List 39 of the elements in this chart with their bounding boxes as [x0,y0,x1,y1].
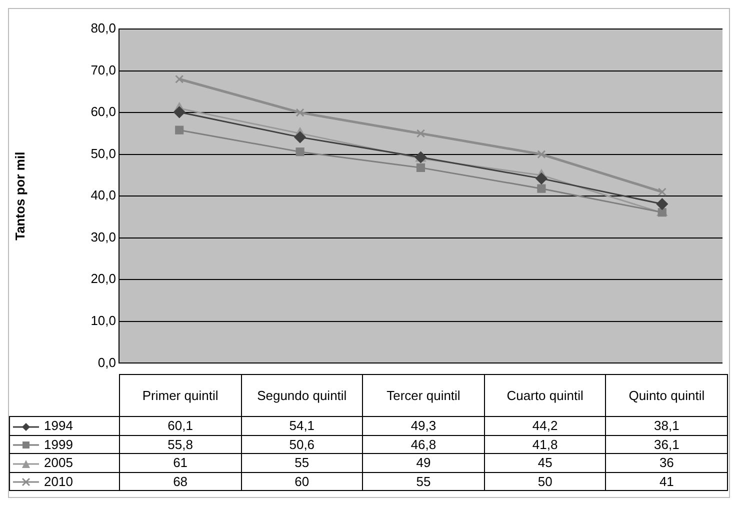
y-axis-title: Tantos por mil [12,152,28,240]
data-label: 49,3 [362,416,484,436]
legend-label: 2010 [44,474,73,489]
y-tick-label: 70,0 [90,62,116,78]
data-label: 54,1 [241,416,363,436]
y-tick-label: 40,0 [90,188,116,203]
x-tick-label: Cuarto quintil [484,374,606,416]
data-label: 38,1 [606,416,728,436]
y-tick-label: 0,0 [98,354,116,370]
data-label: 60 [241,472,363,491]
data-label: 46,8 [362,435,484,454]
data-label: 68 [120,472,242,491]
data-label: 55 [362,472,484,491]
data-label: 61 [120,454,242,472]
y-tick-label: 20,0 [90,271,116,286]
x-tick-label: Primer quintil [120,374,242,416]
data-label: 45 [484,454,606,472]
data-label: 41,8 [484,435,606,454]
y-tick-label: 30,0 [90,229,116,244]
y-tick-label: 50,0 [90,146,116,161]
data-label: 55 [241,454,363,472]
data-label: 36 [606,454,728,472]
y-tick-label: 10,0 [90,313,116,328]
y-tick-label: 80,0 [90,20,116,36]
data-label: 49 [362,454,484,472]
data-label: 50,6 [241,435,363,454]
data-label: 41 [606,472,728,491]
y-tick-label: 60,0 [90,104,116,120]
legend-label: 1994 [44,418,73,433]
x-tick-label: Segundo quintil [241,374,363,416]
data-label: 50 [484,472,606,491]
legend-label: 1999 [44,436,73,452]
x-tick-label: Quinto quintil [606,374,728,416]
data-label: 36,1 [606,435,728,454]
data-label: 55,8 [120,435,242,454]
data-label: 44,2 [484,416,606,436]
legend-label: 2005 [44,455,73,470]
x-tick-label: Tercer quintil [362,374,484,416]
data-label: 60,1 [120,416,242,436]
